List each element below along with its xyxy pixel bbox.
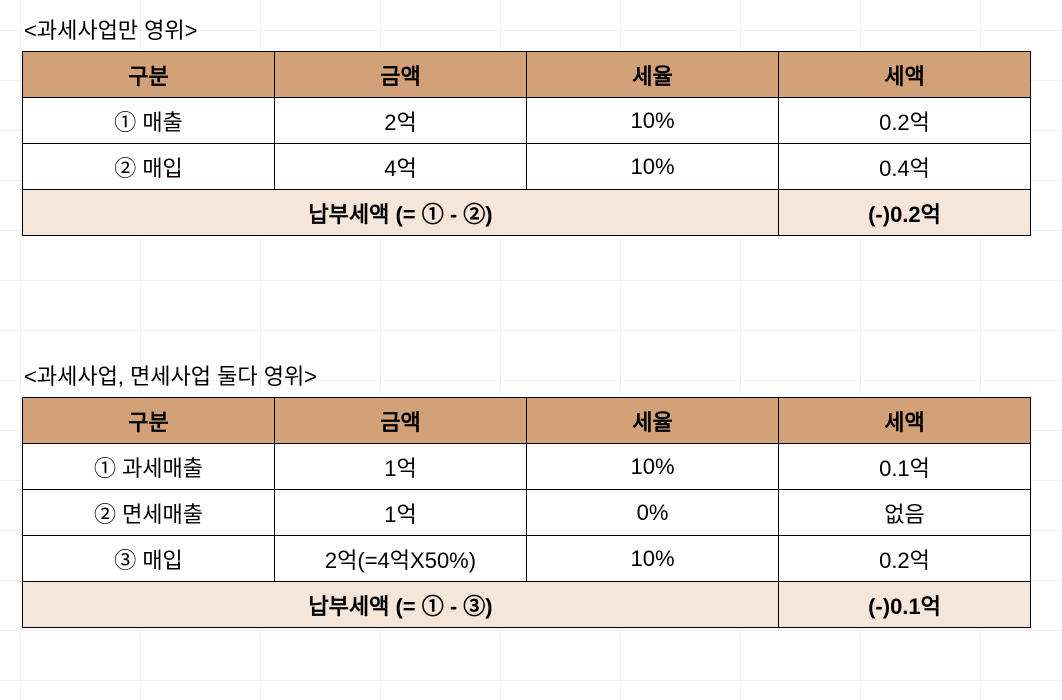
table1-cell: 2억 [275, 98, 527, 144]
table1-cell: 0.4억 [779, 144, 1031, 190]
content-wrapper: <과세사업만 영위> 구분 금액 세율 세액 ① 매출 2억 10% 0.2억 … [0, 0, 1062, 628]
table1-header-row: 구분 금액 세율 세액 [23, 52, 1031, 98]
table2-total-row: 납부세액 (= ① - ③) (-)0.1억 [23, 582, 1031, 628]
table2-header-cell: 구분 [23, 398, 275, 444]
table2-cell: 10% [527, 536, 779, 582]
table2-cell: ③ 매입 [23, 536, 275, 582]
table2-cell: 2억(=4억X50%) [275, 536, 527, 582]
table-row: ② 매입 4억 10% 0.4억 [23, 144, 1031, 190]
table2-cell: ② 면세매출 [23, 490, 275, 536]
table1-cell: 10% [527, 144, 779, 190]
table1-title: <과세사업만 영위> [22, 5, 1040, 51]
table1-header-cell: 세율 [527, 52, 779, 98]
table2-cell: 없음 [779, 490, 1031, 536]
table2-title: <과세사업, 면세사업 둘다 영위> [22, 351, 1040, 397]
table2-cell: 10% [527, 444, 779, 490]
table1-total-value: (-)0.2억 [779, 190, 1031, 236]
table-row: ③ 매입 2억(=4억X50%) 10% 0.2억 [23, 536, 1031, 582]
table1: 구분 금액 세율 세액 ① 매출 2억 10% 0.2억 ② 매입 4억 10%… [22, 51, 1031, 236]
spacer [22, 236, 1040, 351]
table1-header-cell: 세액 [779, 52, 1031, 98]
table2-cell: 0.2억 [779, 536, 1031, 582]
table1-total-row: 납부세액 (= ① - ②) (-)0.2억 [23, 190, 1031, 236]
table1-cell: 10% [527, 98, 779, 144]
table1-header-cell: 구분 [23, 52, 275, 98]
table2: 구분 금액 세율 세액 ① 과세매출 1억 10% 0.1억 ② 면세매출 1억… [22, 397, 1031, 628]
table2-total-value: (-)0.1억 [779, 582, 1031, 628]
table1-cell: ② 매입 [23, 144, 275, 190]
table1-total-label: 납부세액 (= ① - ②) [23, 190, 779, 236]
table-row: ② 면세매출 1억 0% 없음 [23, 490, 1031, 536]
table2-header-cell: 세율 [527, 398, 779, 444]
table-row: ① 매출 2억 10% 0.2억 [23, 98, 1031, 144]
table1-cell: 0.2억 [779, 98, 1031, 144]
table2-header-cell: 세액 [779, 398, 1031, 444]
table2-header-cell: 금액 [275, 398, 527, 444]
table2-total-label: 납부세액 (= ① - ③) [23, 582, 779, 628]
table-row: ① 과세매출 1억 10% 0.1억 [23, 444, 1031, 490]
table2-header-row: 구분 금액 세율 세액 [23, 398, 1031, 444]
table1-cell: 4억 [275, 144, 527, 190]
table2-cell: 0.1억 [779, 444, 1031, 490]
table2-cell: 1억 [275, 444, 527, 490]
table1-cell: ① 매출 [23, 98, 275, 144]
table2-cell: ① 과세매출 [23, 444, 275, 490]
table2-cell: 1억 [275, 490, 527, 536]
table2-cell: 0% [527, 490, 779, 536]
table1-header-cell: 금액 [275, 52, 527, 98]
